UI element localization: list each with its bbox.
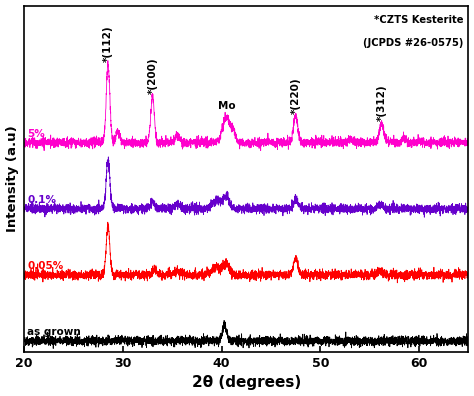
Text: Mo: Mo — [218, 101, 236, 111]
Y-axis label: Intensity (a.u): Intensity (a.u) — [6, 126, 18, 232]
X-axis label: 2θ (degrees): 2θ (degrees) — [191, 375, 301, 390]
Text: 0.1%: 0.1% — [27, 195, 56, 205]
Text: *(200): *(200) — [147, 57, 157, 94]
Text: (JCPDS #26-0575): (JCPDS #26-0575) — [363, 38, 464, 48]
Text: *CZTS Kesterite: *CZTS Kesterite — [374, 15, 464, 25]
Text: 5%: 5% — [27, 129, 45, 139]
Text: *(112): *(112) — [103, 25, 113, 62]
Text: as grown: as grown — [27, 327, 81, 337]
Text: *(220): *(220) — [291, 77, 301, 114]
Text: *(312): *(312) — [376, 85, 387, 121]
Text: 0.05%: 0.05% — [27, 261, 64, 271]
